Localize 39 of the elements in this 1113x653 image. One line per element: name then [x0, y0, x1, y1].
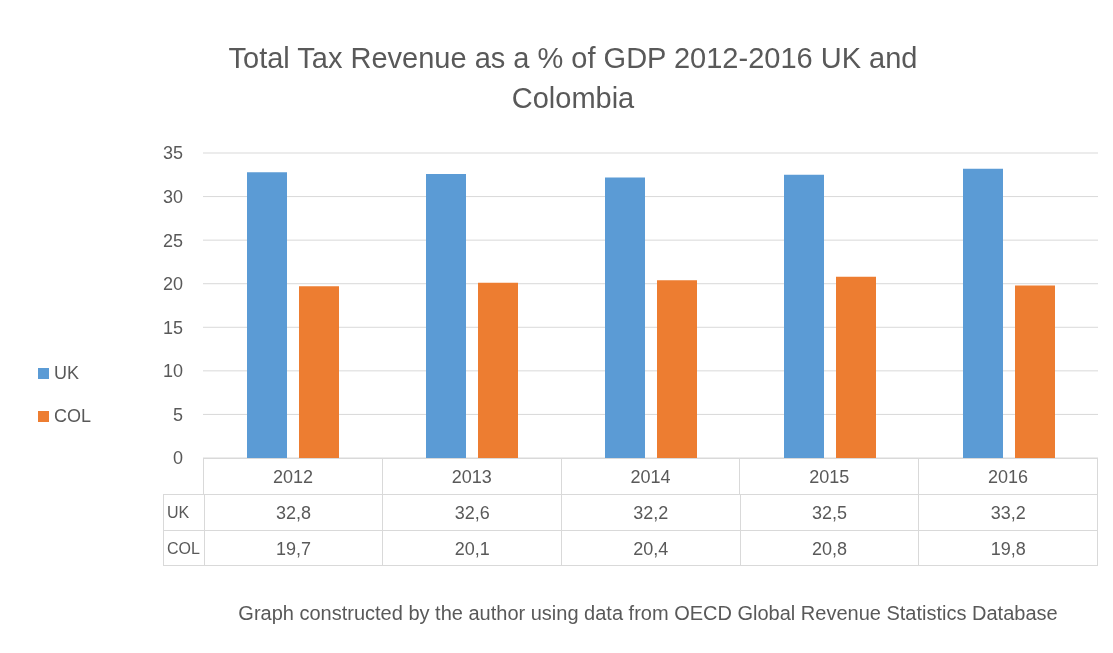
bar	[657, 280, 697, 458]
bar	[247, 172, 287, 458]
text: UK	[167, 504, 190, 521]
y-tick-label: 0	[172, 448, 183, 469]
y-tick-label: 5	[172, 404, 183, 425]
data-label: 20,1	[382, 531, 562, 565]
bar	[426, 173, 466, 458]
text: Graph constructed by the author using data from OECD Global Revenue Statistics Database	[238, 601, 1058, 626]
legend-label: COL	[53, 406, 92, 427]
bar	[605, 177, 645, 458]
y-tick-label: 15	[162, 317, 183, 338]
data-label: 19,7	[203, 531, 383, 565]
y-tick-label: 10	[162, 361, 183, 382]
data-label: 20,4	[561, 531, 740, 565]
legend-label: UK	[53, 363, 80, 384]
bar	[299, 286, 339, 458]
data-label: 32,8	[203, 495, 383, 530]
y-tick-label: 20	[162, 274, 183, 295]
data-label: 32,5	[739, 495, 919, 530]
x-tick-label: 2015	[739, 459, 919, 494]
data-label: 20,8	[739, 531, 919, 565]
bar	[1015, 285, 1055, 458]
y-tick-label: 35	[162, 143, 183, 164]
x-tick-label: 2014	[560, 459, 740, 494]
chart-title: Total Tax Revenue as a % of GDP 2012-2016 UK and Colombia	[227, 41, 919, 116]
data-label: 32,6	[382, 495, 562, 530]
y-tick-label: 30	[162, 186, 183, 207]
bar	[784, 174, 824, 458]
data-label: 19,8	[918, 531, 1097, 565]
data-label: 32,2	[561, 495, 740, 530]
bar	[478, 282, 518, 458]
data-label: 33,2	[918, 495, 1097, 530]
text: COL	[167, 540, 200, 557]
x-tick-label: 2012	[271, 466, 314, 489]
bar	[963, 168, 1003, 458]
bar	[836, 276, 876, 458]
x-tick-label: 2016	[918, 459, 1097, 494]
y-tick-label: 25	[162, 230, 183, 251]
x-tick-label: 2013	[381, 459, 561, 494]
